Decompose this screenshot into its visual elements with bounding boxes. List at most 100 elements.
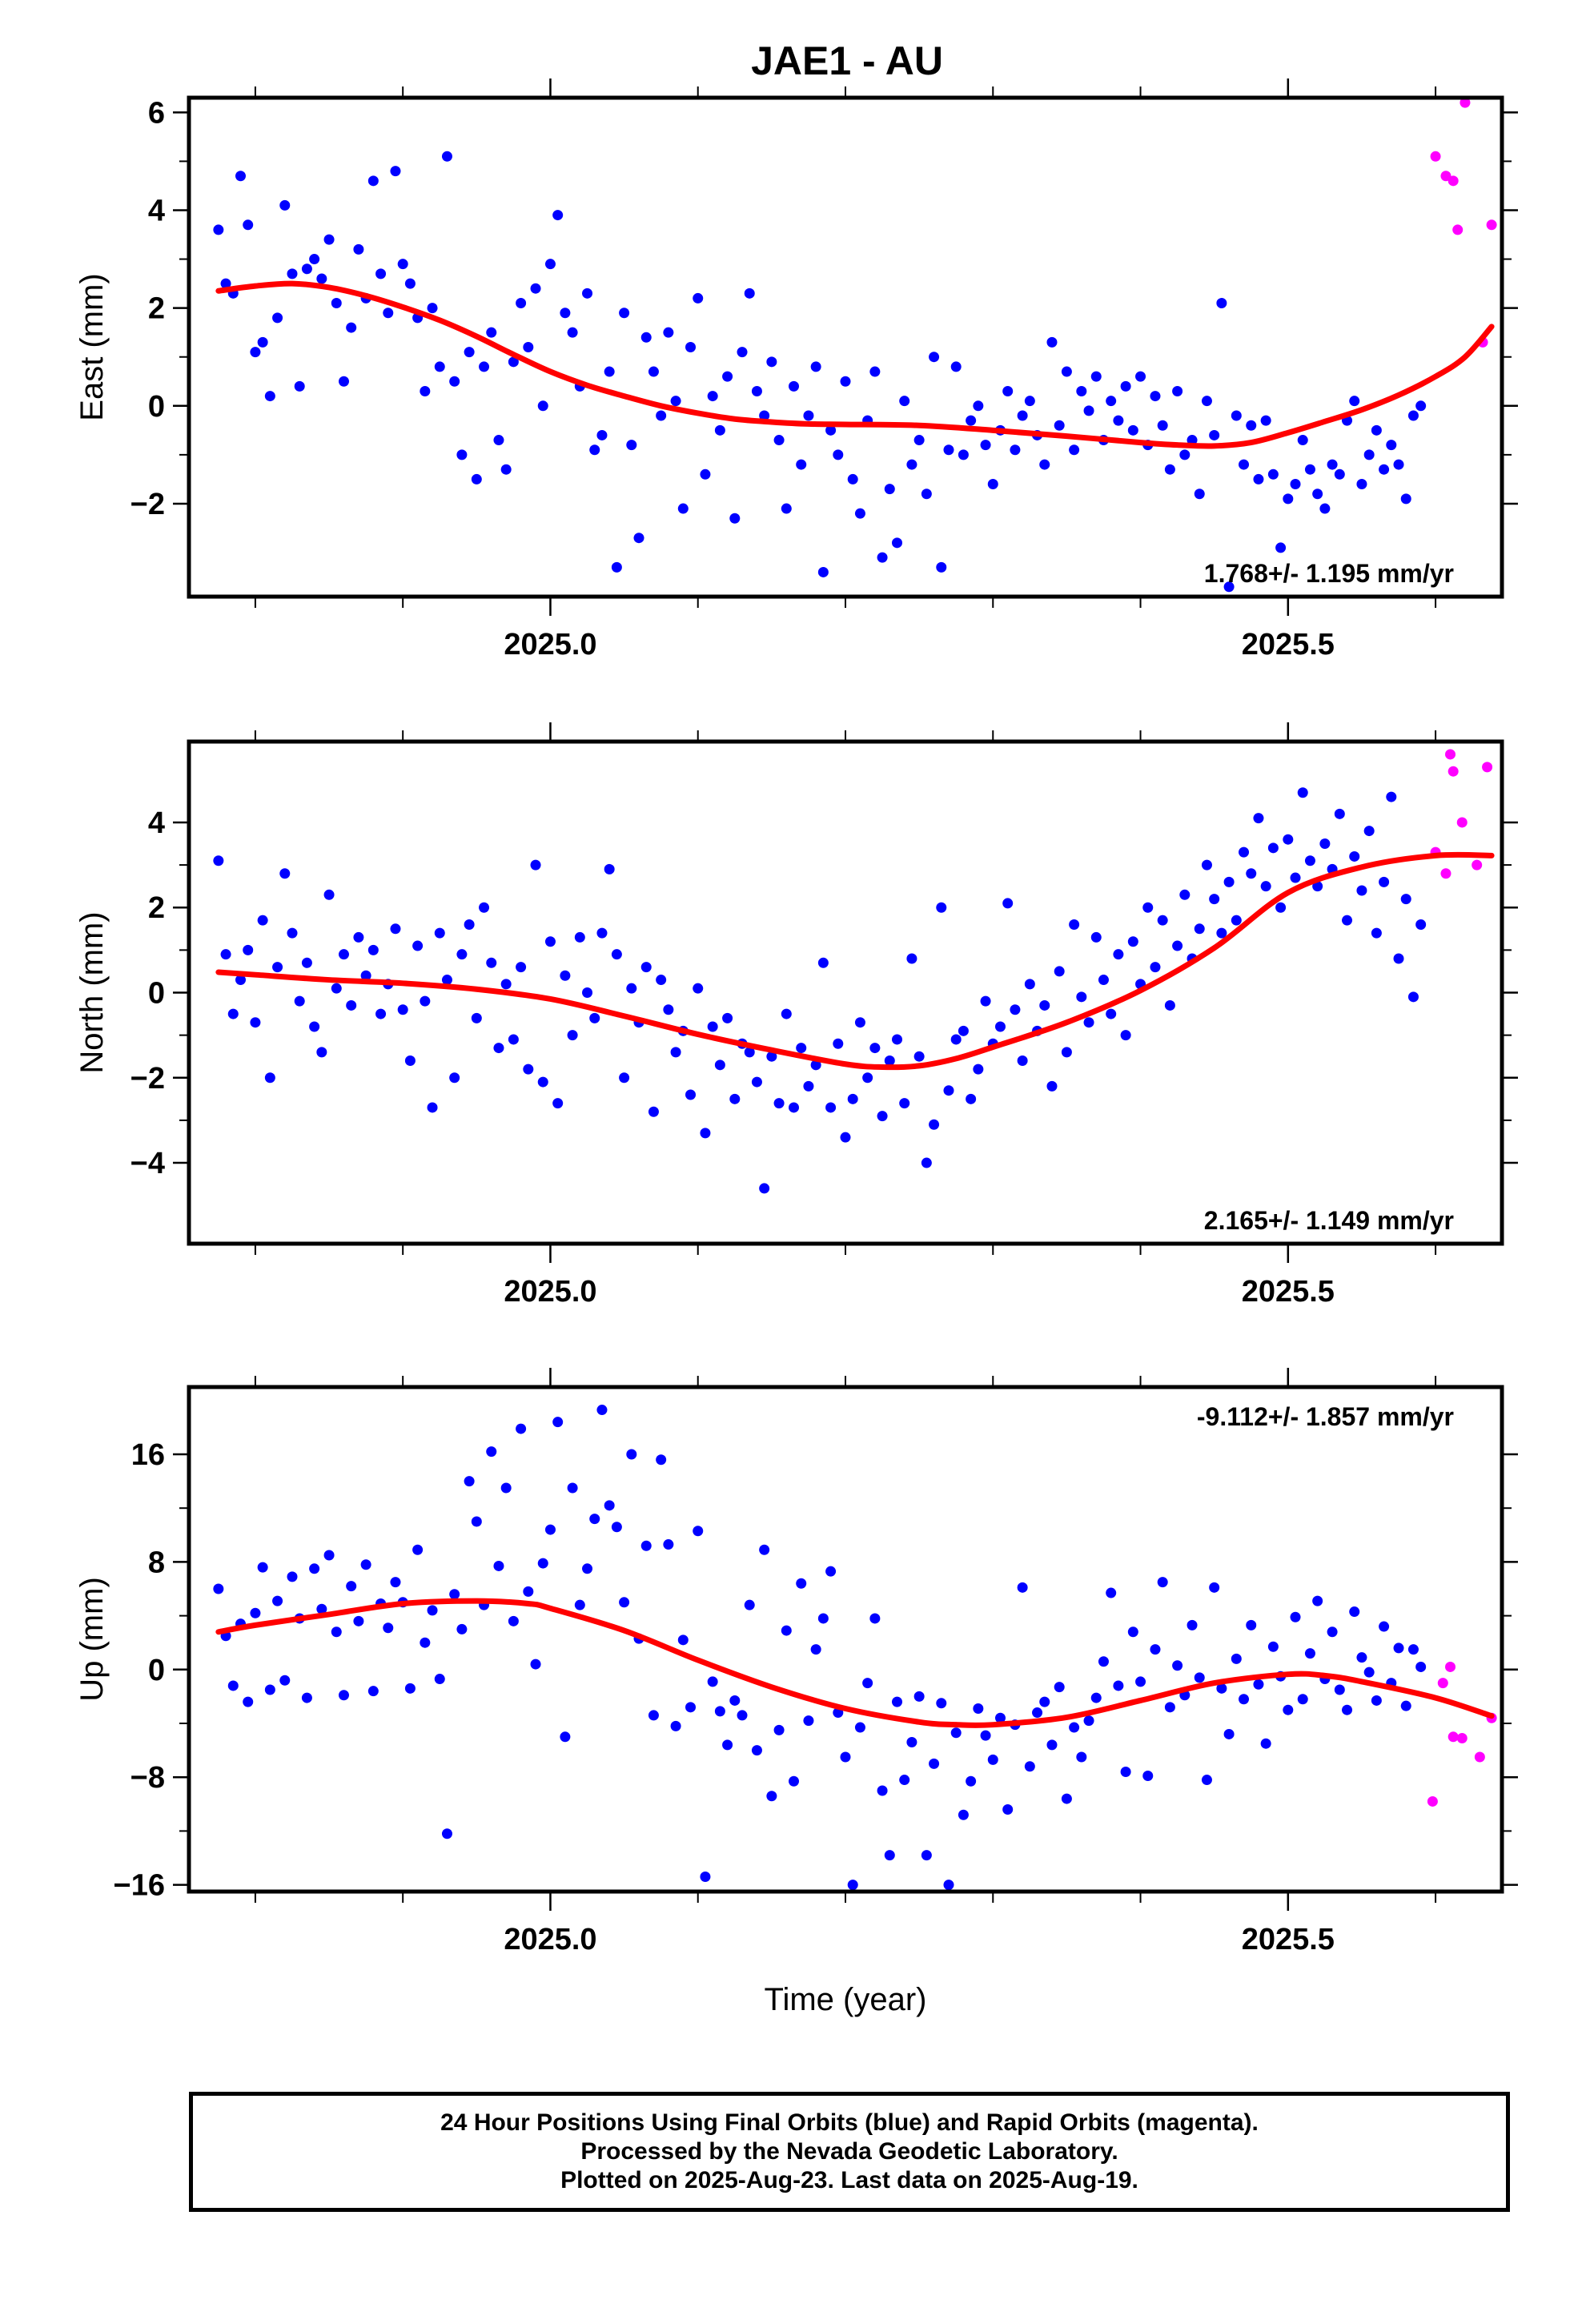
east-final-point <box>552 210 564 221</box>
up-final-point <box>1349 1606 1360 1618</box>
north-final-point <box>877 1111 888 1122</box>
up-final-point <box>980 1730 991 1741</box>
north-final-point <box>582 987 593 998</box>
east-final-point <box>766 356 777 368</box>
up-final-point <box>1002 1804 1014 1815</box>
up-final-point <box>427 1605 438 1616</box>
north-final-point <box>1223 876 1235 887</box>
east-final-point <box>744 287 755 299</box>
north-final-point <box>994 1021 1006 1032</box>
up-final-point <box>766 1791 777 1802</box>
up-final-point <box>1379 1621 1390 1632</box>
up-final-point <box>891 1696 902 1707</box>
up-final-point <box>1209 1582 1220 1593</box>
up-final-point <box>449 1589 460 1600</box>
east-final-point <box>500 464 512 475</box>
north-x-tick-label: 2025.5 <box>1242 1275 1335 1309</box>
north-final-point <box>567 1030 578 1041</box>
up-final-point <box>243 1696 254 1707</box>
east-final-point <box>1024 396 1035 407</box>
east-final-point <box>471 473 482 485</box>
north-final-point <box>420 995 431 1007</box>
east-final-point <box>1283 493 1294 505</box>
north-final-point <box>500 979 512 990</box>
up-final-point <box>272 1595 283 1606</box>
north-final-point <box>899 1098 910 1109</box>
east-data-layer <box>213 98 1497 593</box>
north-y-tick-label: −4 <box>130 1147 165 1180</box>
up-final-point <box>973 1703 984 1715</box>
north-final-point <box>272 962 283 973</box>
east-final-point <box>1246 420 1257 431</box>
east-final-point <box>264 391 275 402</box>
north-final-point <box>397 1004 408 1015</box>
east-final-point <box>1039 459 1050 470</box>
north-final-point <box>1164 999 1175 1011</box>
up-final-point <box>360 1559 371 1570</box>
east-rate-annotation: 1.768+/- 1.195 mm/yr <box>1204 559 1454 588</box>
up-final-point <box>383 1622 394 1634</box>
up-final-point <box>1061 1793 1072 1804</box>
north-final-point <box>552 1098 564 1109</box>
up-rapid-point <box>1447 1731 1459 1743</box>
east-final-point <box>884 484 895 495</box>
north-final-point <box>323 889 335 900</box>
north-final-point <box>744 1047 755 1058</box>
north-final-point <box>441 975 452 986</box>
up-final-point <box>1400 1700 1411 1711</box>
up-final-point <box>508 1615 519 1626</box>
east-final-point <box>279 199 291 211</box>
east-final-point <box>751 385 762 396</box>
east-final-point <box>1290 479 1301 490</box>
up-rapid-point <box>1427 1795 1438 1807</box>
north-final-point <box>1297 787 1308 798</box>
north-plot-frame <box>187 739 1504 1246</box>
north-final-point <box>1290 872 1301 883</box>
north-final-point <box>729 1093 741 1104</box>
east-final-point <box>796 459 807 470</box>
up-final-point <box>420 1637 431 1648</box>
up-final-point <box>847 1880 858 1891</box>
north-final-point <box>1017 1055 1028 1067</box>
east-final-point <box>516 298 527 309</box>
up-final-point <box>516 1423 527 1434</box>
up-final-point <box>714 1706 725 1717</box>
east-final-point <box>1379 464 1390 475</box>
up-final-point <box>648 1710 659 1721</box>
east-x-tick-label: 2025.0 <box>504 628 596 661</box>
up-y-tick-label: 8 <box>148 1546 165 1579</box>
east-final-point <box>737 347 748 358</box>
east-final-point <box>1002 385 1014 396</box>
north-rapid-point <box>1445 749 1456 760</box>
east-final-point <box>1349 396 1360 407</box>
east-final-point <box>257 336 268 348</box>
east-final-point <box>1120 380 1131 392</box>
up-final-point <box>966 1775 977 1787</box>
north-final-point <box>596 927 608 939</box>
north-rapid-point <box>1456 817 1468 828</box>
north-final-point <box>516 962 527 973</box>
north-final-point <box>670 1047 681 1058</box>
up-rapid-point <box>1474 1751 1485 1763</box>
up-x-axis-label: Time (year) <box>765 1982 927 2017</box>
up-final-point <box>279 1675 291 1686</box>
north-final-point <box>560 970 571 981</box>
east-final-point <box>1356 479 1367 490</box>
east-final-point <box>1312 489 1323 500</box>
east-final-point <box>1216 298 1227 309</box>
up-final-point <box>854 1722 865 1733</box>
up-final-point <box>1083 1715 1094 1727</box>
east-final-point <box>663 327 674 338</box>
panel-east: 2025.0 2025.5 −2 0 2 4 6 1.768+/- 1.195 mm/yr Ea… <box>74 78 1518 661</box>
east-final-point <box>1069 444 1080 456</box>
up-final-point <box>353 1615 364 1626</box>
north-final-point <box>929 1119 940 1130</box>
east-final-point <box>1209 429 1220 440</box>
north-final-point <box>353 931 364 943</box>
east-final-point <box>1054 420 1065 431</box>
north-final-point <box>486 957 497 968</box>
up-final-point <box>1393 1642 1404 1654</box>
up-rate-annotation: -9.112+/- 1.857 mm/yr <box>1197 1402 1454 1431</box>
east-final-point <box>633 533 644 544</box>
north-final-point <box>1150 962 1161 973</box>
